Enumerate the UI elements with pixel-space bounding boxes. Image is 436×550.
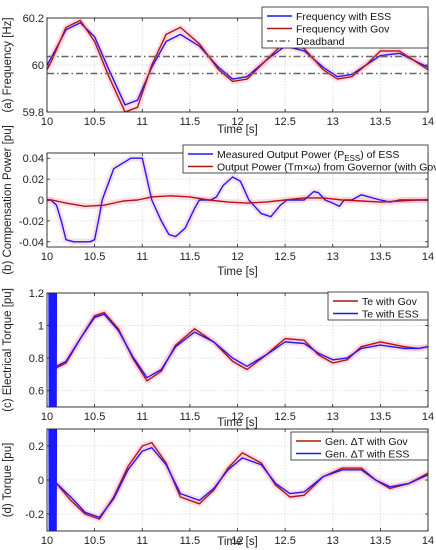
y-tick-label: 0.02 bbox=[23, 174, 44, 186]
y-tick-label: 60 bbox=[32, 60, 44, 72]
x-tick-label: 12 bbox=[231, 116, 243, 128]
series-group bbox=[47, 155, 428, 245]
y-tick-label: 0 bbox=[38, 475, 44, 487]
x-tick-label: 13.5 bbox=[370, 411, 391, 423]
series-line bbox=[47, 195, 428, 208]
x-tick-label: 14 bbox=[422, 411, 434, 423]
chart-panel-2: 10 10.5 11 11.5 12 12.5 13 13.5 14 -0.04 -0.02 0 0.0… bbox=[2, 125, 436, 278]
series-line bbox=[47, 19, 428, 112]
x-tick-label: 10.5 bbox=[84, 411, 105, 423]
legend-label: Output Power (Tm×ω) from Governor (with … bbox=[217, 161, 436, 173]
x-tick-label: 11 bbox=[137, 116, 148, 128]
chart-panel-4: 10 10.5 11 11.5 12 12.5 13 13.5 14 -0.2 0 0.2 Time [… bbox=[2, 428, 434, 548]
legend-box bbox=[327, 291, 429, 321]
series-line bbox=[47, 157, 428, 243]
x-tick-label: 13 bbox=[327, 411, 339, 423]
transient-oscillation bbox=[48, 293, 58, 407]
legend: Measured Output Power (PESS) of ESSOutpu… bbox=[182, 144, 436, 174]
legend-label: Te with Gov bbox=[362, 296, 418, 308]
x-tick-label: 12.5 bbox=[274, 535, 295, 547]
x-tick-label: 11 bbox=[137, 535, 148, 547]
x-tick-label: 12.5 bbox=[274, 251, 295, 263]
series-line bbox=[56, 311, 428, 382]
x-tick-label: 11.5 bbox=[180, 535, 201, 547]
x-tick-label: 14 bbox=[422, 535, 434, 547]
legend-label: Gen. ΔT with Gov bbox=[325, 436, 408, 448]
x-tick-label: 11.5 bbox=[180, 251, 201, 263]
legend-label: Frequency with ESS bbox=[296, 11, 391, 23]
legend-label: Deadband bbox=[296, 36, 345, 48]
y-axis-label: (d) Torque [pu] bbox=[2, 443, 14, 518]
x-axis-label: Time [s] bbox=[217, 266, 257, 278]
y-tick-label: -0.04 bbox=[19, 237, 44, 249]
chart-panel-1: 10 10.5 11 11.5 12 12.5 13 13.5 14 59.8 60 60.2 Time… bbox=[2, 6, 434, 136]
y-tick-label: 0.6 bbox=[29, 386, 44, 398]
x-tick-label: 11.5 bbox=[180, 411, 201, 423]
x-tick-label: 10.5 bbox=[84, 116, 105, 128]
y-tick-label: 59.8 bbox=[23, 107, 44, 119]
series-line bbox=[56, 313, 428, 379]
x-tick-label: 10 bbox=[41, 251, 53, 263]
series-group bbox=[48, 293, 428, 407]
y-tick-label: 0.04 bbox=[23, 153, 44, 165]
y-tick-label: 0 bbox=[38, 195, 44, 207]
series-group bbox=[48, 429, 428, 531]
x-tick-label: 14 bbox=[422, 251, 434, 263]
x-tick-label: 10 bbox=[41, 116, 53, 128]
x-axis-label: Time [s] bbox=[217, 536, 257, 548]
x-tick-label: 11.5 bbox=[180, 116, 201, 128]
y-tick-label: 1.2 bbox=[29, 288, 44, 300]
x-tick-label: 12 bbox=[231, 251, 243, 263]
series-group bbox=[47, 18, 428, 112]
x-axis-label: Time [s] bbox=[217, 124, 257, 136]
x-tick-label: 13.5 bbox=[370, 535, 391, 547]
y-tick-label: 0.2 bbox=[29, 441, 44, 453]
y-axis-label: (b) Compensation Power [pu] bbox=[2, 125, 14, 275]
y-tick-label: 60.2 bbox=[23, 13, 44, 25]
x-tick-label: 11 bbox=[137, 411, 148, 423]
y-axis-label: (c) Electrical Torque [pu] bbox=[2, 288, 14, 412]
x-tick-label: 13 bbox=[327, 116, 339, 128]
y-tick-label: 1 bbox=[38, 321, 44, 333]
x-tick-label: 10.5 bbox=[84, 535, 105, 547]
x-axis-label: Time [s] bbox=[217, 417, 257, 429]
series-line bbox=[56, 447, 428, 519]
x-tick-label: 10.5 bbox=[84, 251, 105, 263]
x-tick-label: 12 bbox=[231, 535, 243, 547]
x-tick-label: 12.5 bbox=[274, 411, 295, 423]
y-tick-label: -0.2 bbox=[25, 509, 44, 521]
chart-panel-3: 10 10.5 11 11.5 12 12.5 13 13.5 14 0.6 0.8 1 1.2 Time… bbox=[2, 288, 434, 429]
x-tick-label: 13 bbox=[327, 535, 339, 547]
x-tick-label: 12 bbox=[231, 411, 243, 423]
x-tick-label: 13.5 bbox=[370, 116, 391, 128]
legend-label: Te with ESS bbox=[362, 308, 419, 320]
legend-box bbox=[182, 144, 429, 174]
series-line bbox=[55, 441, 428, 520]
legend-label: Gen. ΔT with ESS bbox=[325, 448, 409, 460]
legend-label: Measured Output Power (PESS) of ESS bbox=[217, 149, 399, 163]
x-tick-label: 13.5 bbox=[370, 251, 391, 263]
x-tick-label: 10 bbox=[41, 411, 53, 423]
x-tick-label: 13 bbox=[327, 251, 339, 263]
legend-label: Frequency with Gov bbox=[296, 23, 390, 35]
legend-box bbox=[261, 6, 429, 49]
legend-box bbox=[290, 431, 429, 461]
x-tick-label: 14 bbox=[422, 116, 434, 128]
x-tick-label: 10 bbox=[41, 535, 53, 547]
y-tick-label: 0.8 bbox=[29, 353, 44, 365]
y-tick-label: -0.02 bbox=[19, 216, 44, 228]
x-tick-label: 11 bbox=[137, 251, 148, 263]
y-axis-label: (a) Frequency [Hz] bbox=[2, 17, 14, 112]
transient-oscillation bbox=[48, 429, 58, 531]
x-tick-label: 12.5 bbox=[274, 116, 295, 128]
